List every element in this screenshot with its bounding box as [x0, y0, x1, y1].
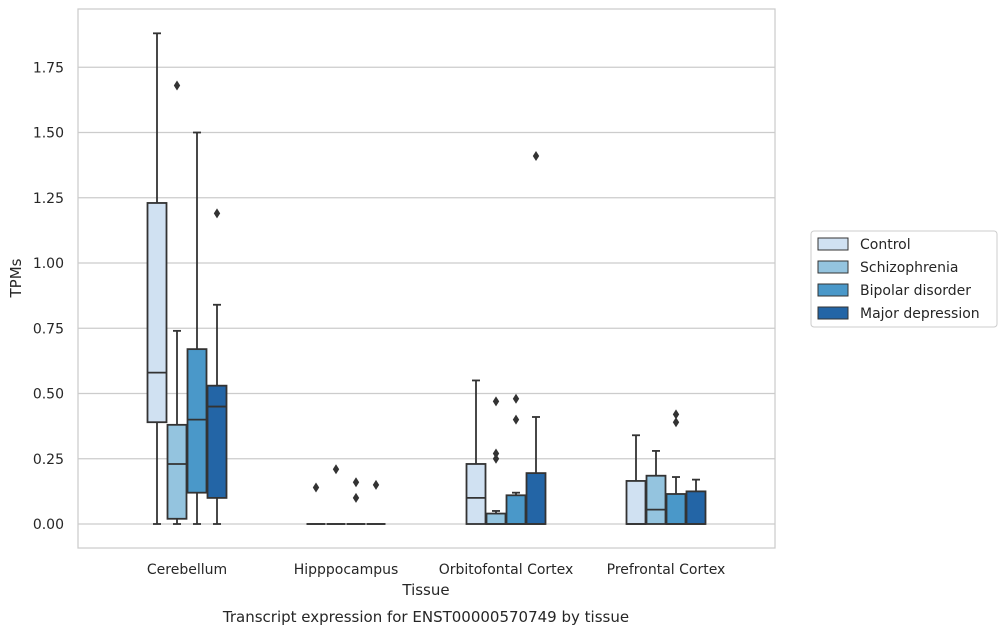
- y-tick-label: 1.25: [33, 191, 64, 207]
- box-control: [146, 32, 168, 525]
- outlier-point: [213, 208, 221, 219]
- legend-swatch: [817, 260, 849, 274]
- box-bipolar-disorder: [346, 477, 366, 525]
- outlier-point: [312, 482, 320, 493]
- outlier-point: [352, 477, 360, 488]
- box-control: [465, 379, 487, 525]
- outlier-point: [173, 80, 181, 91]
- outlier-point: [352, 492, 360, 503]
- box-control: [625, 434, 647, 525]
- box-body: [206, 384, 228, 499]
- box-body: [525, 472, 547, 525]
- box-body: [645, 474, 667, 525]
- box-body: [166, 423, 188, 520]
- outlier-point: [532, 150, 540, 161]
- box-schizophrenia: [485, 396, 507, 525]
- chart-caption: Transcript expression for ENST0000057074…: [222, 608, 629, 626]
- box-control: [306, 482, 326, 525]
- y-tick-label: 0.50: [33, 387, 64, 403]
- box-body: [485, 512, 507, 525]
- box-body: [625, 480, 647, 525]
- outlier-point: [332, 464, 340, 475]
- outlier-point: [512, 414, 520, 425]
- box-schizophrenia: [166, 80, 188, 525]
- outlier-point: [672, 417, 680, 428]
- box-body: [186, 348, 208, 494]
- x-tick-label: Orbitofontal Cortex: [439, 562, 574, 578]
- box-body: [685, 490, 707, 525]
- box-body: [465, 463, 487, 525]
- box-body: [146, 202, 168, 424]
- box-major-depression: [366, 479, 386, 525]
- box-bipolar-disorder: [186, 131, 208, 525]
- box-major-depression: [525, 150, 547, 525]
- y-tick-label: 0.75: [33, 321, 64, 337]
- box-major-depression: [206, 208, 228, 525]
- outlier-point: [672, 409, 680, 420]
- legend-label: Bipolar disorder: [860, 283, 971, 299]
- legend-swatch: [817, 237, 849, 251]
- y-tick-label: 1.00: [33, 256, 64, 272]
- y-axis-title: TPMs: [7, 258, 25, 298]
- x-tick-label: Hipppocampus: [294, 562, 399, 578]
- outlier-point: [492, 448, 500, 459]
- legend: Control Schizophrenia Bipolar disorder Majo…: [810, 230, 998, 328]
- x-tick-label: Prefrontal Cortex: [607, 562, 726, 578]
- legend-swatch: [817, 306, 849, 320]
- y-tick-label: 0.00: [33, 517, 64, 533]
- plot-boxes: [146, 32, 707, 525]
- legend-frame: [810, 230, 998, 328]
- legend-label: Major depression: [860, 306, 980, 322]
- legend-label: Schizophrenia: [860, 260, 958, 276]
- outlier-point: [492, 396, 500, 407]
- outlier-point: [372, 479, 380, 490]
- box-bipolar-disorder: [505, 393, 527, 525]
- outlier-point: [512, 393, 520, 404]
- box-schizophrenia: [326, 464, 346, 525]
- box-body: [665, 493, 687, 525]
- box-body: [505, 494, 527, 525]
- plot-frame: [77, 8, 776, 549]
- y-axis-ticks: 0.00 0.25 0.50 0.75 1.00 1.25 1.50 1.75: [33, 60, 64, 533]
- x-tick-label: Cerebellum: [147, 562, 227, 578]
- legend-label: Control: [860, 237, 911, 253]
- y-tick-label: 1.75: [33, 60, 64, 76]
- y-tick-label: 1.50: [33, 126, 64, 142]
- x-axis-title: Tissue: [401, 581, 449, 599]
- box-bipolar-disorder: [665, 409, 687, 525]
- y-tick-label: 0.25: [33, 452, 64, 468]
- box-schizophrenia: [645, 450, 667, 525]
- legend-swatch: [817, 283, 849, 297]
- outlier-point: [492, 453, 500, 464]
- x-axis-ticks: Cerebellum Hipppocampus Orbitofontal Corte…: [147, 562, 725, 578]
- box-major-depression: [685, 478, 707, 525]
